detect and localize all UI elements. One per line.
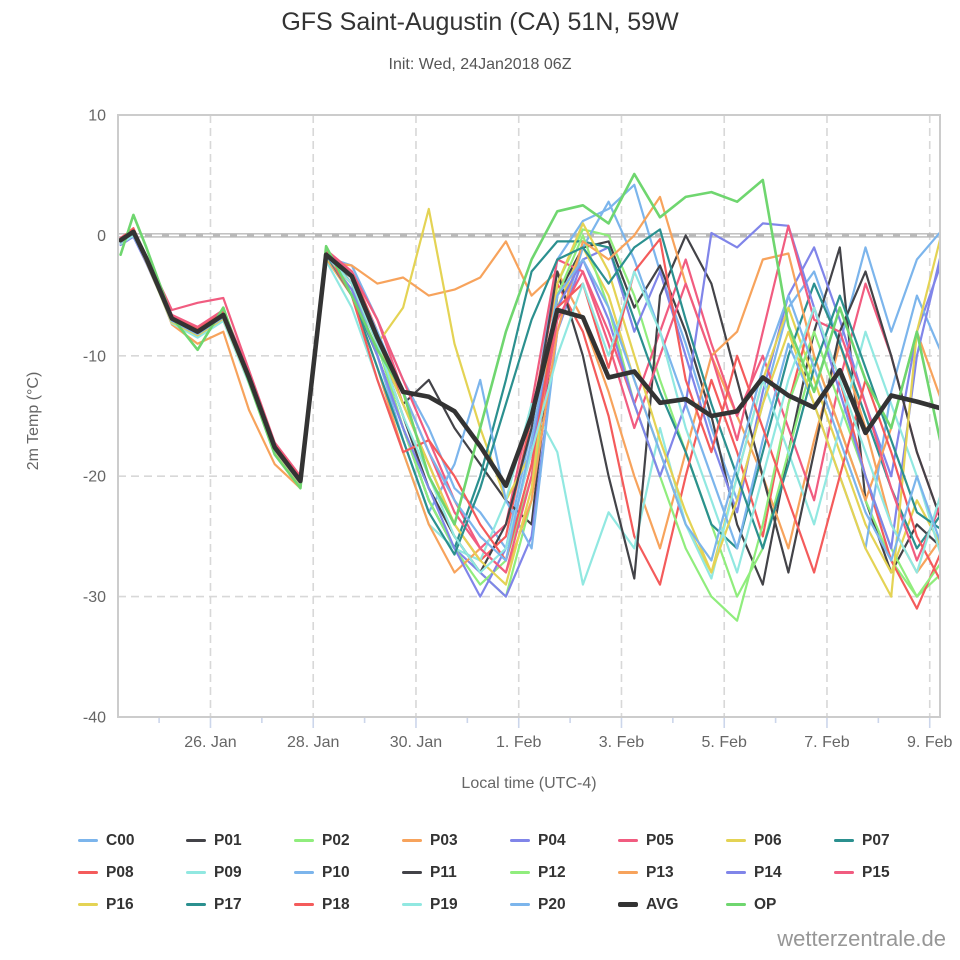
legend-label: OP xyxy=(754,895,777,913)
legend-item-p13[interactable]: P13 xyxy=(618,862,726,883)
y-tick-label: -30 xyxy=(83,589,106,606)
legend-item-p05[interactable]: P05 xyxy=(618,830,726,851)
legend-item-p03[interactable]: P03 xyxy=(402,830,510,851)
chart-subtitle: Init: Wed, 24Jan2018 06Z xyxy=(388,56,572,73)
legend-swatch-p20 xyxy=(510,903,530,906)
x-axis-title: Local time (UTC-4) xyxy=(461,775,596,792)
legend-swatch-p15 xyxy=(834,871,854,874)
legend-label: P12 xyxy=(538,863,566,881)
x-tick-label: 7. Feb xyxy=(804,734,849,751)
legend-label: P04 xyxy=(538,831,566,849)
legend-item-p10[interactable]: P10 xyxy=(294,862,402,883)
legend-item-p02[interactable]: P02 xyxy=(294,830,402,851)
legend-swatch-p17 xyxy=(186,903,206,906)
legend-label: P15 xyxy=(862,863,890,881)
legend-swatch-p13 xyxy=(618,871,638,874)
x-tick-label: 3. Feb xyxy=(599,734,644,751)
y-tick-label: -10 xyxy=(83,348,106,365)
legend-item-p16[interactable]: P16 xyxy=(78,894,186,915)
legend-label: P14 xyxy=(754,863,782,881)
legend-swatch-c00 xyxy=(78,839,98,842)
legend-label: P08 xyxy=(106,863,134,881)
legend-swatch-p06 xyxy=(726,839,746,842)
y-tick-label: -20 xyxy=(83,469,106,486)
legend-label: P07 xyxy=(862,831,890,849)
legend-item-p06[interactable]: P06 xyxy=(726,830,834,851)
legend-swatch-p07 xyxy=(834,839,854,842)
series-line-AVG xyxy=(118,229,940,489)
legend-label: P17 xyxy=(214,895,242,913)
legend-item-p17[interactable]: P17 xyxy=(186,894,294,915)
legend-label: P01 xyxy=(214,831,242,849)
legend-label: C00 xyxy=(106,831,135,849)
legend-swatch-p19 xyxy=(402,903,422,906)
legend-label: P11 xyxy=(430,863,457,881)
legend-item-p15[interactable]: P15 xyxy=(834,862,942,883)
legend-swatch-p08 xyxy=(78,871,98,874)
legend-label: P16 xyxy=(106,895,134,913)
legend-label: P13 xyxy=(646,863,674,881)
chart-title: GFS Saint-Augustin (CA) 51N, 59W xyxy=(281,8,679,36)
legend-swatch-p04 xyxy=(510,839,530,842)
legend-item-p08[interactable]: P08 xyxy=(78,862,186,883)
legend-label: P20 xyxy=(538,895,566,913)
legend-swatch-p14 xyxy=(726,871,746,874)
legend-item-c00[interactable]: C00 xyxy=(78,830,186,851)
legend-label: P18 xyxy=(322,895,350,913)
legend-swatch-p12 xyxy=(510,871,530,874)
x-tick-label: 26. Jan xyxy=(184,734,236,751)
legend-item-op[interactable]: OP xyxy=(726,894,834,915)
legend-item-avg[interactable]: AVG xyxy=(618,894,726,915)
y-tick-label: 10 xyxy=(88,108,106,125)
series-line-P05 xyxy=(119,228,940,550)
series-line-P03 xyxy=(119,230,940,574)
legend-swatch-p05 xyxy=(618,839,638,842)
legend-label: P06 xyxy=(754,831,782,849)
y-tick-label: 0 xyxy=(97,228,106,245)
legend-label: P09 xyxy=(214,863,242,881)
legend-item-p07[interactable]: P07 xyxy=(834,830,942,851)
legend-label: P05 xyxy=(646,831,674,849)
legend-swatch-op xyxy=(726,903,746,906)
legend-label: AVG xyxy=(646,895,679,913)
legend-item-p01[interactable]: P01 xyxy=(186,830,294,851)
legend-swatch-p10 xyxy=(294,871,314,874)
legend-item-p04[interactable]: P04 xyxy=(510,830,618,851)
legend-label: P10 xyxy=(322,863,350,881)
x-tick-label: 30. Jan xyxy=(390,734,442,751)
legend-item-p14[interactable]: P14 xyxy=(726,862,834,883)
x-tick-label: 28. Jan xyxy=(287,734,339,751)
y-axis-title: 2m Temp (°C) xyxy=(25,372,42,471)
watermark: wetterzentrale.de xyxy=(777,926,946,951)
x-tick-label: 1. Feb xyxy=(496,734,541,751)
plot-border xyxy=(117,114,941,718)
legend-swatch-p03 xyxy=(402,839,422,842)
legend-item-p18[interactable]: P18 xyxy=(294,894,402,915)
legend-swatch-p16 xyxy=(78,903,98,906)
legend-label: P19 xyxy=(430,895,458,913)
legend-swatch-p11 xyxy=(402,871,422,874)
legend-item-p11[interactable]: P11 xyxy=(402,862,510,883)
legend-swatch-p18 xyxy=(294,903,314,906)
y-tick-label: -40 xyxy=(83,710,106,727)
ensemble-meteogram-chart: 10 0 -10 -20 -30 -40 26. Jan 28. Jan 30. Jan 1. F… xyxy=(25,108,953,793)
x-tick-label: 5. Feb xyxy=(702,734,747,751)
legend-label: P03 xyxy=(430,831,458,849)
legend-swatch-p01 xyxy=(186,839,206,842)
x-tick-label: 9. Feb xyxy=(907,734,952,751)
legend-label: P02 xyxy=(322,831,350,849)
legend-item-p20[interactable]: P20 xyxy=(510,894,618,915)
legend-swatch-p09 xyxy=(186,871,206,874)
legend-item-p12[interactable]: P12 xyxy=(510,862,618,883)
legend-item-p19[interactable]: P19 xyxy=(402,894,510,915)
legend-swatch-avg xyxy=(618,902,638,907)
legend: C00 P01 P02 P03 P04 P05 P06 P07 P08 P09 P10 P11 P12 P… xyxy=(78,830,942,915)
legend-item-p09[interactable]: P09 xyxy=(186,862,294,883)
legend-swatch-p02 xyxy=(294,839,314,842)
